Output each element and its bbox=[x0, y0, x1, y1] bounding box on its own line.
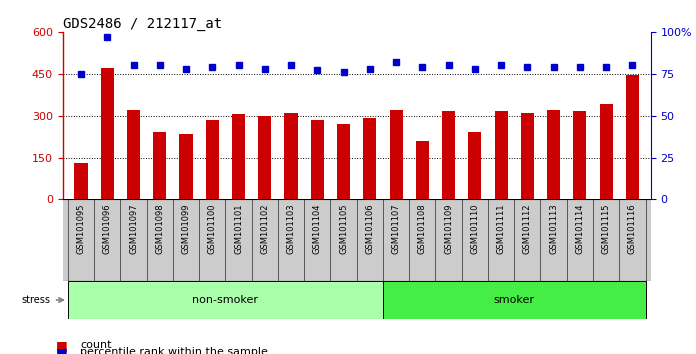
Bar bbox=[206, 120, 219, 199]
Bar bbox=[599, 104, 612, 199]
Text: GSM101114: GSM101114 bbox=[576, 204, 585, 254]
Text: GSM101097: GSM101097 bbox=[129, 204, 138, 254]
Bar bbox=[101, 68, 114, 199]
Bar bbox=[127, 110, 140, 199]
Bar bbox=[416, 141, 429, 199]
Text: GSM101110: GSM101110 bbox=[470, 204, 480, 254]
Text: GSM101108: GSM101108 bbox=[418, 204, 427, 254]
Bar bbox=[180, 134, 193, 199]
Bar bbox=[626, 75, 639, 199]
Text: GSM101106: GSM101106 bbox=[365, 204, 374, 254]
Bar bbox=[285, 113, 298, 199]
Text: GSM101104: GSM101104 bbox=[313, 204, 322, 254]
Text: GSM101102: GSM101102 bbox=[260, 204, 269, 254]
Text: percentile rank within the sample: percentile rank within the sample bbox=[80, 347, 268, 354]
Text: GSM101099: GSM101099 bbox=[182, 204, 191, 254]
Bar bbox=[442, 112, 455, 199]
Bar bbox=[74, 163, 88, 199]
Text: non-smoker: non-smoker bbox=[192, 295, 258, 305]
Text: ■: ■ bbox=[56, 339, 68, 352]
Text: GSM101095: GSM101095 bbox=[77, 204, 86, 254]
Text: GSM101109: GSM101109 bbox=[444, 204, 453, 254]
Text: GSM101101: GSM101101 bbox=[234, 204, 243, 254]
Bar bbox=[574, 112, 587, 199]
Bar bbox=[521, 113, 534, 199]
Text: count: count bbox=[80, 340, 111, 350]
Text: GSM101113: GSM101113 bbox=[549, 204, 558, 254]
Bar bbox=[337, 124, 350, 199]
Bar bbox=[68, 281, 383, 319]
Text: ■: ■ bbox=[56, 346, 68, 354]
Bar bbox=[547, 110, 560, 199]
Bar bbox=[310, 120, 324, 199]
Text: GSM101112: GSM101112 bbox=[523, 204, 532, 254]
Text: GSM101115: GSM101115 bbox=[601, 204, 610, 254]
Bar bbox=[363, 118, 377, 199]
Text: stress: stress bbox=[22, 295, 63, 305]
Text: GDS2486 / 212117_at: GDS2486 / 212117_at bbox=[63, 17, 222, 31]
Bar bbox=[468, 132, 482, 199]
Text: GSM101111: GSM101111 bbox=[497, 204, 505, 254]
Text: GSM101100: GSM101100 bbox=[208, 204, 216, 254]
Bar bbox=[153, 132, 166, 199]
Text: GSM101098: GSM101098 bbox=[155, 204, 164, 254]
Bar bbox=[383, 281, 645, 319]
Text: GSM101105: GSM101105 bbox=[339, 204, 348, 254]
Text: smoker: smoker bbox=[493, 295, 535, 305]
Bar bbox=[232, 114, 245, 199]
Bar bbox=[390, 110, 403, 199]
Text: GSM101103: GSM101103 bbox=[287, 204, 296, 254]
Bar bbox=[495, 112, 507, 199]
Text: GSM101116: GSM101116 bbox=[628, 204, 637, 254]
Text: GSM101096: GSM101096 bbox=[103, 204, 112, 254]
Bar bbox=[258, 116, 271, 199]
Text: GSM101107: GSM101107 bbox=[392, 204, 401, 254]
